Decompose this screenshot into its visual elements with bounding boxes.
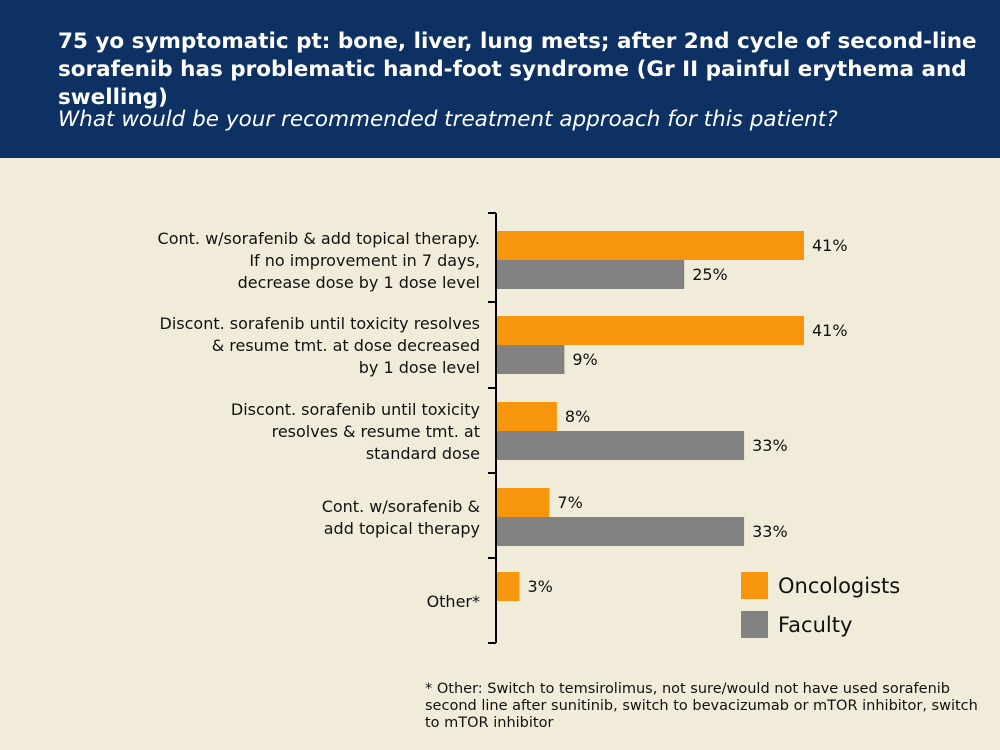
bar-faculty-1 (497, 345, 565, 374)
legend-swatch-faculty (741, 611, 768, 638)
bar-faculty-0 (497, 260, 685, 289)
category-label-1-line-2: by 1 dose level (359, 358, 480, 377)
value-label-oncologists-2: 8% (565, 407, 590, 426)
bar-oncologists-3 (497, 488, 550, 517)
value-label-faculty-2: 33% (752, 436, 788, 455)
category-label-3-line-1: add topical therapy (324, 519, 480, 538)
bar-oncologists-1 (497, 316, 804, 345)
category-label-2-line-1: resolves & resume tmt. at (272, 422, 480, 441)
slide-question: What would be your recommended treatment… (58, 107, 838, 132)
category-label-4-line-0: Other* (427, 592, 480, 611)
category-label-0-line-0: Cont. w/sorafenib & add topical therapy. (158, 229, 480, 248)
slide-title: 75 yo symptomatic pt: bone, liver, lung … (58, 29, 977, 110)
bar-oncologists-2 (497, 402, 557, 431)
value-label-oncologists-0: 41% (812, 236, 848, 255)
value-label-oncologists-4: 3% (527, 577, 552, 596)
category-label-1-line-0: Discont. sorafenib until toxicity resolv… (160, 314, 480, 333)
bar-faculty-3 (497, 517, 745, 546)
category-label-2-line-2: standard dose (366, 444, 480, 463)
category-label-1-line-1: & resume tmt. at dose decreased (212, 336, 480, 355)
footnote: * Other: Switch to temsirolimus, not sur… (425, 681, 978, 731)
category-label-0-line-1: If no improvement in 7 days, (249, 251, 480, 270)
bar-faculty-2 (497, 431, 745, 460)
value-label-oncologists-1: 41% (812, 321, 848, 340)
value-label-faculty-1: 9% (572, 350, 597, 369)
category-label-2-line-0: Discont. sorafenib until toxicity (231, 400, 480, 419)
bar-oncologists-0 (497, 231, 804, 260)
legend-swatch-oncologists (741, 572, 768, 599)
value-label-faculty-0: 25% (692, 265, 728, 284)
value-label-oncologists-3: 7% (557, 493, 582, 512)
legend-label-oncologists: Oncologists (778, 574, 900, 598)
category-label-0-line-2: decrease dose by 1 dose level (238, 273, 480, 292)
value-label-faculty-3: 33% (752, 522, 788, 541)
bar-oncologists-4 (497, 572, 520, 601)
category-label-3-line-0: Cont. w/sorafenib & (322, 497, 480, 516)
header-banner: 75 yo symptomatic pt: bone, liver, lung … (0, 0, 1000, 158)
legend-label-faculty: Faculty (778, 613, 852, 637)
